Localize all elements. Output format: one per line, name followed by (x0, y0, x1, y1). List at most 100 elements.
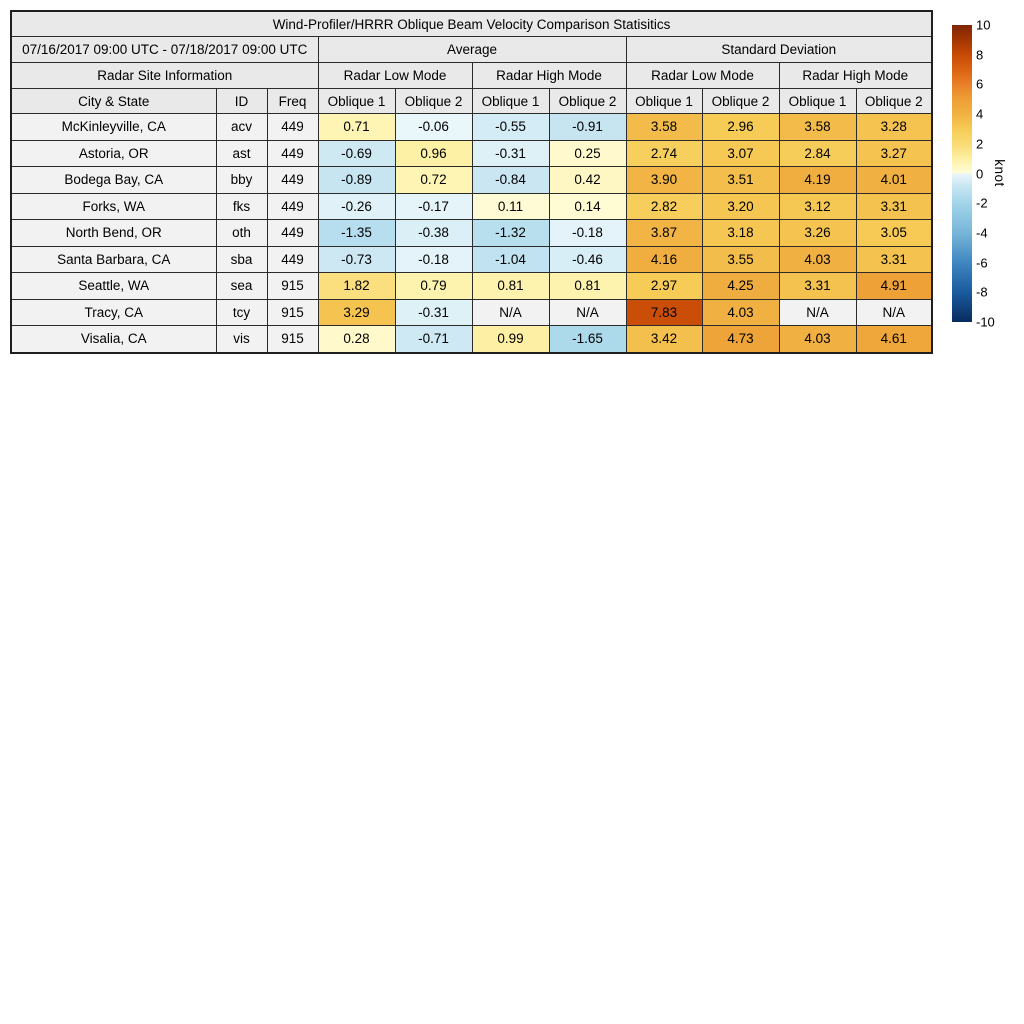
site-id-cell: vis (215, 325, 268, 353)
value-cell-na: N/A (855, 298, 933, 326)
site-id-cell: oth (215, 219, 268, 247)
column-header-row: City & State ID Freq Oblique 1 Oblique 2… (10, 88, 933, 114)
value-cell-na: N/A (548, 298, 627, 326)
colorbar-tick-label: 0 (976, 166, 984, 181)
table-row: Astoria, OR ast 449 -0.69 0.96 -0.31 0.25 2.74 3… (10, 139, 933, 167)
value-cell: -0.46 (548, 245, 627, 273)
city-state-cell: Forks, WA (10, 192, 217, 220)
site-id-cell: sba (215, 245, 268, 273)
value-cell: -0.71 (394, 325, 473, 353)
value-cell: 2.82 (625, 192, 703, 220)
value-cell: -0.69 (317, 139, 396, 167)
city-state-cell: Bodega Bay, CA (10, 166, 217, 194)
value-cell: 1.82 (317, 272, 396, 300)
site-id-cell: fks (215, 192, 268, 220)
col-header-id: ID (215, 88, 268, 114)
site-id-cell: acv (215, 113, 268, 141)
city-state-cell: Seattle, WA (10, 272, 217, 300)
table-body: McKinleyville, CA acv 449 0.71 -0.06 -0.55 -0.… (10, 113, 933, 353)
value-cell: 4.03 (701, 298, 780, 326)
value-cell: 3.42 (625, 325, 703, 353)
value-cell: -0.18 (548, 219, 627, 247)
value-cell: 0.28 (317, 325, 396, 353)
value-cell: 0.11 (471, 192, 550, 220)
col-header-oblique: Oblique 2 (855, 88, 933, 114)
value-cell: -0.84 (471, 166, 550, 194)
value-cell: 7.83 (625, 298, 703, 326)
value-cell: 0.79 (394, 272, 473, 300)
site-info-header: Radar Site Information (10, 62, 319, 89)
value-cell: 2.74 (625, 139, 703, 167)
value-cell: 4.19 (778, 166, 857, 194)
freq-cell: 915 (266, 325, 319, 353)
value-cell: -0.55 (471, 113, 550, 141)
col-header-oblique: Oblique 2 (701, 88, 780, 114)
value-cell: -0.89 (317, 166, 396, 194)
value-cell: 3.31 (855, 245, 933, 273)
value-cell: 4.01 (855, 166, 933, 194)
col-header-oblique: Oblique 1 (625, 88, 703, 114)
table-row: McKinleyville, CA acv 449 0.71 -0.06 -0.55 -0.… (10, 113, 933, 141)
value-cell: -0.31 (394, 298, 473, 326)
value-cell: 0.42 (548, 166, 627, 194)
colorbar-tick-label: 6 (976, 76, 984, 92)
value-cell: 0.14 (548, 192, 627, 220)
value-cell: 3.07 (701, 139, 780, 167)
city-state-cell: Astoria, OR (10, 139, 217, 167)
value-cell: 3.31 (778, 272, 857, 300)
value-cell: 0.71 (317, 113, 396, 141)
value-cell: 3.26 (778, 219, 857, 247)
value-cell: 4.03 (778, 325, 857, 353)
value-cell: 2.96 (701, 113, 780, 141)
freq-cell: 449 (266, 219, 319, 247)
value-cell: 3.20 (701, 192, 780, 220)
mode-header-avg-low: Radar Low Mode (317, 62, 473, 89)
table-row: Seattle, WA sea 915 1.82 0.79 0.81 0.81 2.97 4.2… (10, 272, 933, 300)
city-state-cell: McKinleyville, CA (10, 113, 217, 141)
group-header-stddev: Standard Deviation (625, 36, 933, 63)
colorbar-tick-label: -4 (976, 225, 988, 241)
value-cell: 4.91 (855, 272, 933, 300)
value-cell: 4.73 (701, 325, 780, 353)
site-id-cell: tcy (215, 298, 268, 326)
col-header-oblique: Oblique 1 (471, 88, 550, 114)
col-header-freq: Freq (266, 88, 319, 114)
value-cell: 3.28 (855, 113, 933, 141)
freq-cell: 915 (266, 272, 319, 300)
value-cell: -0.26 (317, 192, 396, 220)
value-cell: -1.35 (317, 219, 396, 247)
city-state-cell: Santa Barbara, CA (10, 245, 217, 273)
value-cell: -0.91 (548, 113, 627, 141)
value-cell: 4.16 (625, 245, 703, 273)
table-row: North Bend, OR oth 449 -1.35 -0.38 -1.32 -0.18… (10, 219, 933, 247)
table-row: Santa Barbara, CA sba 449 -0.73 -0.18 -1.04 -0… (10, 245, 933, 273)
table-row: Forks, WA fks 449 -0.26 -0.17 0.11 0.14 2.82 3.2… (10, 192, 933, 220)
value-cell: 4.03 (778, 245, 857, 273)
freq-cell: 449 (266, 113, 319, 141)
col-header-oblique: Oblique 2 (394, 88, 473, 114)
colorbar-tick-label: 2 (976, 136, 984, 152)
colorbar-tick-label: -6 (976, 255, 988, 271)
group-header-row: 07/16/2017 09:00 UTC - 07/18/2017 09:00 … (10, 36, 933, 63)
value-cell: 3.58 (625, 113, 703, 141)
city-state-cell: Visalia, CA (10, 325, 217, 353)
value-cell: -0.38 (394, 219, 473, 247)
col-header-oblique: Oblique 1 (778, 88, 857, 114)
value-cell: 3.58 (778, 113, 857, 141)
value-cell: 3.87 (625, 219, 703, 247)
value-cell: -0.31 (471, 139, 550, 167)
col-header-oblique: Oblique 2 (548, 88, 627, 114)
group-header-average: Average (317, 36, 627, 63)
value-cell: -0.17 (394, 192, 473, 220)
value-cell: 3.18 (701, 219, 780, 247)
value-cell-na: N/A (471, 298, 550, 326)
freq-cell: 915 (266, 298, 319, 326)
value-cell: -1.04 (471, 245, 550, 273)
value-cell: -0.06 (394, 113, 473, 141)
city-state-cell: Tracy, CA (10, 298, 217, 326)
value-cell: -1.65 (548, 325, 627, 353)
table-row: Bodega Bay, CA bby 449 -0.89 0.72 -0.84 0.42 3.… (10, 166, 933, 194)
value-cell: 0.96 (394, 139, 473, 167)
stats-table: Wind-Profiler/HRRR Oblique Beam Velocity… (10, 10, 934, 354)
